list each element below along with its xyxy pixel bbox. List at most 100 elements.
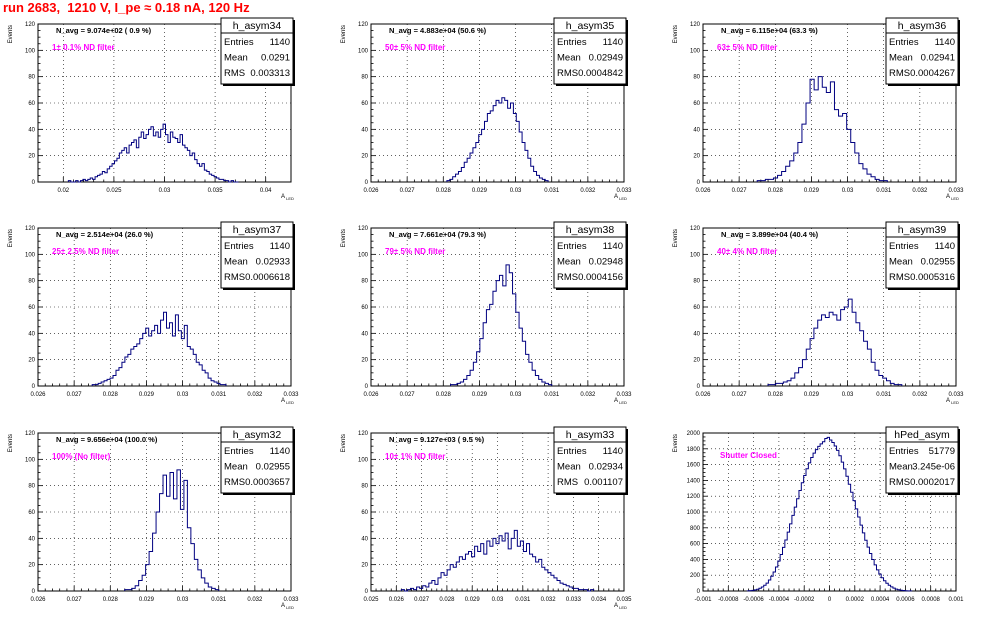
y-tick-label: 80 [361,279,368,285]
x-tick-label: 0.026 [363,188,379,194]
n-avg-header: N_avg = 9.656e+04 (100.0 %) [56,435,158,444]
x-axis-label: A LED [281,398,294,405]
x-tick-label: 0.031 [211,597,227,603]
histogram-line [450,264,553,386]
x-tick-label: 0.029 [804,188,820,194]
stats-box [220,426,294,494]
x-tick-label: 0.028 [768,188,784,194]
stat-value: 0.0291 [261,53,290,64]
y-tick-label: 1800 [687,447,701,453]
y-tick-label: 0 [365,180,369,186]
y-tick-label: 120 [25,226,36,232]
stat-value: 0.0002017 [910,477,955,488]
y-tick-label: 0 [32,384,36,390]
filter-label: 40± 4% ND filter [717,247,777,256]
y-tick-label: 80 [361,484,368,490]
x-axis-label: A LED [281,194,294,201]
histogram-line [400,529,595,592]
x-tick-label: 0.029 [804,392,820,398]
x-tick-label: 0.026 [30,392,46,398]
filter-label: 63± 5% ND filter [717,43,777,52]
x-tick-label: 0.033 [616,188,632,194]
y-tick-label: 60 [693,305,700,311]
stats-box [885,426,959,494]
x-axis-label: A LED [946,398,959,405]
stat-label: Mean [889,53,913,64]
x-tick-label: 0.027 [414,597,430,603]
histogram-line [124,469,220,591]
y-tick-label: 40 [28,536,35,542]
filter-label: 50± 5% ND filter [385,43,445,52]
y-tick-label: 40 [361,127,368,133]
y-axis-label: Events [341,434,347,452]
stat-label: RMS [557,477,578,488]
y-tick-label: 80 [28,279,35,285]
stat-value: 0.001107 [584,477,623,488]
y-axis-label: Events [341,25,347,43]
x-tick-label: 0.029 [465,597,481,603]
stat-value: 0.02948 [589,257,623,268]
filter-label: 10± 1% ND filter [385,452,445,461]
n-avg-header: N_avg = 2.514e+04 (26.0 %) [56,230,154,239]
x-tick-label: 0.027 [400,392,416,398]
histogram-pad-h_asym33: 0.025 0.026 0.027 0.028 0.029 0.03 0.031 0.032 0… [341,426,632,610]
stat-value: 1140 [603,241,623,252]
x-tick-label: 0.0008 [922,597,941,603]
y-axis-label: Events [673,25,679,43]
stat-value: 0.02955 [256,462,290,473]
y-tick-label: 100 [690,48,701,54]
x-tick-label: 0.029 [472,188,488,194]
n-avg-header: N_avg = 4.883e+04 (50.6 %) [389,26,487,35]
x-tick-label: 0.032 [912,188,928,194]
x-tick-label: 0.031 [544,188,560,194]
stat-value: 3.245e-06 [912,462,955,473]
stat-label: RMS [224,477,245,488]
y-tick-label: 100 [358,48,369,54]
y-tick-label: 40 [361,331,368,337]
stat-label: RMS [889,477,910,488]
stat-label: Entries [889,37,919,48]
stat-label: RMS [224,272,245,283]
histogram-line [767,298,903,386]
page-title: run 2683, 1210 V, I_pe ≈ 0.18 nA, 120 Hz [3,0,250,15]
histogram-line [746,436,913,592]
x-tick-label: 0.033 [283,597,299,603]
x-tick-label: 0.031 [515,597,531,603]
stat-label: RMS [557,272,578,283]
stat-value: 0.02941 [921,53,955,64]
y-tick-label: 20 [28,154,35,160]
x-tick-label: 0.029 [139,597,155,603]
histogram-pad-h_asym35: 0.026 0.027 0.028 0.029 0.03 0.031 0.032 0.033 0… [341,17,632,201]
y-tick-label: 20 [361,154,368,160]
stats-box [553,17,627,85]
x-tick-label: 0.0004 [871,597,890,603]
x-tick-label: 0.032 [580,188,596,194]
y-tick-label: 40 [28,331,35,337]
x-axis-label: A LED [614,194,627,201]
y-tick-label: 100 [690,252,701,258]
x-tick-label: 0.027 [732,188,748,194]
histogram-name: h_asym34 [233,20,282,32]
stats-box [553,426,627,494]
y-tick-label: 80 [361,75,368,81]
y-tick-label: 20 [693,358,700,364]
histogram-pad-h_asym34: 0.02 0.025 0.03 0.035 0.04 0 20 40 60 80 100 120 Eve… [8,17,295,201]
x-tick-label: 0.03 [177,392,189,398]
n-avg-header: N_avg = 7.661e+04 (79.3 %) [389,230,487,239]
x-tick-label: 0.027 [67,392,83,398]
stat-label: RMS [889,68,910,79]
x-tick-label: 0.026 [389,597,405,603]
y-tick-label: 100 [25,457,36,463]
y-tick-label: 80 [28,484,35,490]
x-tick-label: 0.027 [400,188,416,194]
histogram-name: h_asym37 [233,224,282,236]
x-tick-label: -0.0008 [718,597,739,603]
x-tick-label: 0.03 [492,597,504,603]
x-tick-label: -0.0002 [794,597,815,603]
x-tick-label: 0.03 [177,597,189,603]
y-tick-label: 20 [28,358,35,364]
x-tick-label: 0.027 [67,597,83,603]
stat-value: 1140 [935,37,955,48]
n-avg-header: N_avg = 9.074e+02 ( 0.9 %) [56,26,152,35]
